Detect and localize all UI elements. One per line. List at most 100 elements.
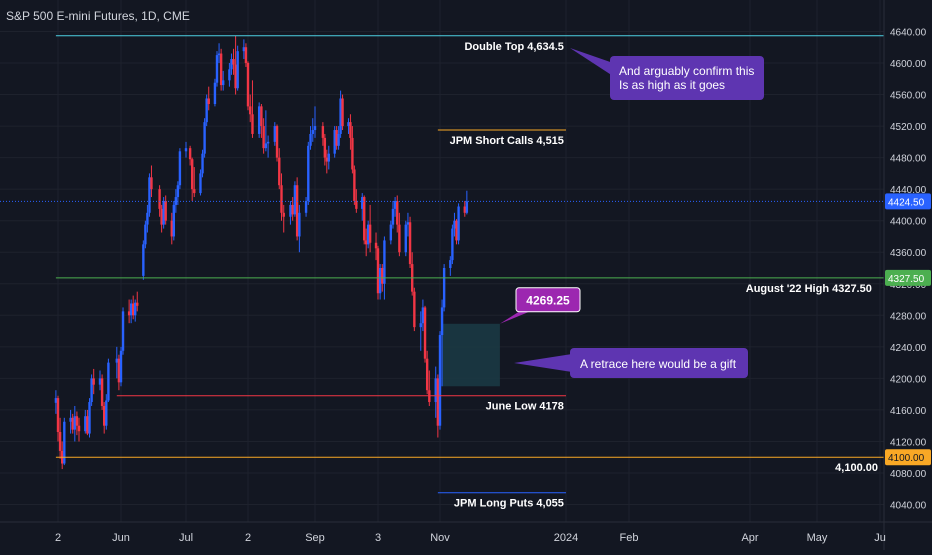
candle-body [74, 416, 76, 429]
candle-body [351, 138, 353, 170]
candle-body [236, 51, 238, 88]
candle-body [274, 126, 276, 142]
y-tick-label: 4200.00 [890, 374, 927, 385]
candle-body [379, 268, 381, 293]
candle [90, 374, 92, 406]
candle [424, 306, 426, 363]
candle-body [312, 130, 314, 134]
candle-body [59, 432, 61, 451]
x-tick-label: May [807, 532, 828, 544]
price-tag-text: 4424.50 [888, 197, 925, 208]
candle-body [234, 65, 236, 89]
candle [413, 288, 415, 331]
candle-body [449, 260, 451, 268]
candle [409, 217, 411, 268]
candle [457, 203, 459, 244]
candle-body [158, 189, 160, 209]
candle-body [191, 159, 193, 189]
candle-body [464, 207, 466, 213]
candle-body [179, 151, 181, 185]
candle-body [405, 225, 407, 253]
candle-body [136, 303, 138, 306]
candle-body [369, 225, 371, 243]
candle-body [72, 418, 74, 430]
candle-body [457, 207, 459, 241]
candle-body [90, 378, 92, 402]
level-label: JPM Short Calls 4,515 [450, 135, 564, 147]
y-tick-label: 4600.00 [890, 59, 927, 70]
level-label: 4,100.00 [835, 462, 878, 474]
y-tick-label: 4280.00 [890, 311, 927, 322]
level-label: June Low 4178 [486, 401, 564, 413]
candle-body [84, 416, 86, 431]
candle-body [363, 197, 365, 240]
candle-body [426, 359, 428, 391]
candle-body [280, 185, 282, 213]
candle [203, 118, 205, 157]
candle-body [265, 143, 267, 148]
candle-body [407, 222, 409, 224]
candle-body [88, 402, 90, 434]
candle-body [185, 148, 187, 151]
candle [451, 225, 453, 264]
candle-body [353, 169, 355, 201]
candle-body [381, 268, 383, 284]
x-tick-label: 2024 [554, 532, 578, 544]
candle-body [424, 307, 426, 358]
candle [179, 148, 181, 189]
candle-body [208, 98, 210, 104]
candle-body [276, 126, 278, 158]
callout-text-line: A retrace here would be a gift [580, 357, 737, 371]
candle-body [443, 268, 445, 307]
candle [122, 307, 124, 354]
candle [341, 95, 343, 130]
candle-body [349, 122, 351, 138]
candle-body [150, 177, 152, 189]
y-tick-label: 4640.00 [890, 27, 927, 38]
candle [205, 95, 207, 127]
candle-body [314, 126, 316, 130]
price-tag-text: 4100.00 [888, 453, 925, 464]
candle [247, 61, 249, 110]
x-tick-label: 3 [375, 532, 381, 544]
candle-body [118, 359, 120, 383]
candle [214, 79, 216, 107]
candle-body [337, 134, 339, 146]
candle-body [214, 83, 216, 104]
y-tick-label: 4560.00 [890, 91, 927, 102]
candle-body [267, 142, 269, 144]
candle-body [291, 205, 293, 214]
candle [220, 49, 222, 91]
candle-body [247, 63, 249, 106]
candle-body [216, 55, 218, 83]
candle-body [441, 307, 443, 335]
candle-body [122, 311, 124, 350]
candle [201, 150, 203, 178]
candle [353, 166, 355, 205]
candle-body [341, 98, 343, 126]
candle-body [105, 400, 107, 425]
chart-title: S&P 500 E-mini Futures, 1D, CME [6, 9, 190, 23]
candle-body [243, 47, 245, 51]
candle-body [420, 323, 422, 327]
candle [216, 51, 218, 86]
x-tick-label: 2 [245, 532, 251, 544]
candle-body [422, 307, 424, 323]
y-tick-label: 4480.00 [890, 154, 927, 165]
candle-body [55, 398, 57, 403]
candle-body [355, 201, 357, 209]
candle-body [99, 378, 101, 384]
callout-text-line: Is as high as it goes [619, 78, 725, 92]
candle-body [173, 205, 175, 237]
candle-body [466, 201, 468, 212]
candle-body [260, 106, 262, 126]
candle [377, 246, 379, 300]
candle-body [222, 80, 224, 85]
x-tick-label: 2 [55, 532, 61, 544]
price-axis-tag: 4327.50 [885, 270, 931, 286]
candle-body [296, 185, 298, 236]
candle-body [69, 418, 71, 422]
candle-body [375, 243, 377, 249]
